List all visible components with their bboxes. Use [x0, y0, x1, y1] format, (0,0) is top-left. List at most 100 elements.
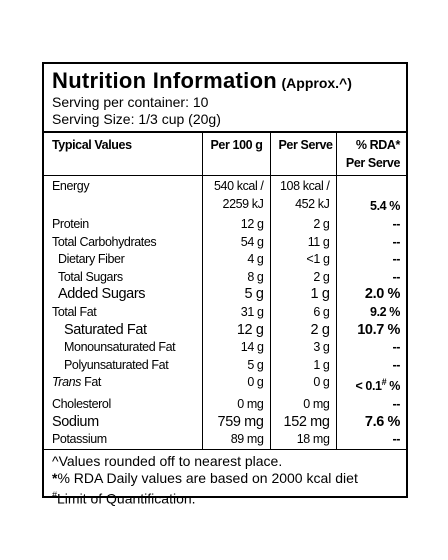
- text-part: 452 kJ: [295, 196, 330, 211]
- nutrient-value: 18 mg: [269, 431, 336, 449]
- serving-size: Serving Size: 1/3 cup (20g): [52, 111, 221, 127]
- nutrient-name: Dietary Fiber: [58, 252, 125, 267]
- header-line: Per Serve: [345, 155, 400, 170]
- nutrient-value: 6 g: [269, 303, 336, 322]
- nutrient-value: 11 g: [269, 233, 336, 252]
- nutrition-table: Typical Values Per 100 g Per Serve % RDA…: [44, 131, 406, 449]
- column-header: Per 100 g: [201, 132, 270, 176]
- nutrient-value: 152 mg: [269, 413, 336, 432]
- column-header: Per Serve: [269, 132, 336, 176]
- table-row: Cholesterol 0 mg 0 mg --: [44, 396, 406, 414]
- column-header: % RDA* Per Serve: [335, 132, 406, 176]
- nutrient-value: 14 g: [201, 339, 270, 357]
- nutrient-value: 5 g: [201, 356, 270, 375]
- nutrient-name: Total Fat: [52, 304, 97, 319]
- servings: Serving per container: 10: [52, 94, 209, 110]
- footnote: ^Values rounded off to nearest place.: [52, 453, 406, 470]
- footnote-text: Limit of Quantification.: [57, 490, 196, 507]
- approx: (Approx.^): [281, 75, 352, 91]
- nutrient-value: 9.2 %: [335, 303, 406, 322]
- nutrient-name: Potassium: [52, 432, 107, 447]
- footnote: *% RDA Daily values are based on 2000 kc…: [52, 470, 406, 487]
- nutrient-value: 5.4 %: [335, 175, 406, 216]
- column-header: Typical Values: [44, 132, 202, 176]
- nutrient-value: 108 kcal / 452 kJ: [269, 175, 336, 216]
- header-row: Typical Values Per 100 g Per Serve % RDA…: [44, 132, 406, 176]
- table-row: Total Carbohydrates 54 g 11 g --: [44, 233, 406, 252]
- text-part: #: [381, 377, 387, 388]
- nutrient-value: 7.6 %: [335, 413, 406, 432]
- title: Nutrition Information: [52, 68, 278, 93]
- text-part: Trans: [52, 375, 82, 390]
- nutrient-name: Sodium: [52, 413, 99, 430]
- nutrient-name: Saturated Fat: [64, 321, 147, 338]
- footnote-mark: ^: [52, 452, 59, 469]
- nutrient-value: 12 g: [201, 321, 270, 340]
- footnote-text: % RDA Daily values are based on 2000 kca…: [57, 469, 358, 486]
- nutrition-panel: Nutrition Information (Approx.^) Serving…: [42, 62, 408, 507]
- nutrient-value: --: [335, 356, 406, 375]
- nutrient-value: 0 mg: [201, 396, 270, 414]
- nutrient-name: Monounsaturated Fat: [64, 340, 176, 355]
- nutrient-value: 0 mg: [269, 396, 336, 414]
- header-line: % RDA*: [355, 138, 401, 152]
- nutrient-value: 2.0 %: [335, 286, 406, 304]
- nutrient-value: 3 g: [269, 339, 336, 357]
- nutrient-value: 89 mg: [201, 431, 270, 449]
- nutrient-value: 10.7 %: [335, 321, 406, 340]
- nutrient-value: 12 g: [201, 216, 270, 234]
- nutrient-value: < 0.1# %: [335, 374, 406, 397]
- footnote: #Limit of Quantification.: [52, 487, 406, 508]
- nutrient-value: 31 g: [201, 303, 270, 322]
- nutrient-value: 2 g: [269, 321, 336, 340]
- nutrient-value: 0 g: [201, 374, 270, 397]
- nutrient-value: --: [335, 233, 406, 252]
- nutrient-value: --: [335, 251, 406, 269]
- nutrient-value: --: [335, 216, 406, 234]
- text-part: Fat: [81, 375, 101, 390]
- nutrient-name: Energy: [52, 179, 90, 193]
- nutrient-name: Trans Fat: [44, 374, 202, 396]
- nutrient-value: 1 g: [269, 286, 336, 304]
- nutrient-value: 5 g: [201, 286, 270, 304]
- text-part: 2259 kJ: [222, 196, 264, 211]
- nutrient-name: Total Sugars: [58, 269, 123, 284]
- text-part: 540 kcal /: [213, 179, 264, 193]
- text-part: 108 kcal /: [279, 179, 330, 193]
- nutrient-value: <1 g: [269, 251, 336, 269]
- title-line: Nutrition Information (Approx.^): [52, 68, 406, 94]
- nutrient-value: 2 g: [269, 268, 336, 287]
- nutrient-value: --: [335, 396, 406, 414]
- footnotes: ^Values rounded off to nearest place. *% …: [44, 448, 406, 508]
- nutrient-value: --: [335, 431, 406, 449]
- table-row: Energy 540 kcal / 2259 kJ 108 kcal / 452 kJ 5…: [44, 175, 406, 216]
- table-row: Dietary Fiber 4 g <1 g --: [44, 251, 406, 269]
- footnote-mark: *: [52, 469, 58, 486]
- nutrient-value: 0 g: [269, 374, 336, 397]
- nutrient-name: Cholesterol: [52, 397, 111, 412]
- header: Nutrition Information (Approx.^) Serving…: [44, 64, 406, 131]
- nutrient-name: Protein: [52, 217, 89, 231]
- text-part: %: [386, 379, 400, 394]
- text-part: < 0.1: [355, 379, 382, 394]
- nutrient-name: Polyunsaturated Fat: [64, 357, 169, 372]
- nutrient-value: 540 kcal / 2259 kJ: [201, 175, 270, 216]
- nutrient-value: 54 g: [201, 233, 270, 252]
- nutrient-value: --: [335, 268, 406, 287]
- nutrient-name: Added Sugars: [58, 286, 146, 303]
- nutrient-value: 4 g: [201, 251, 270, 269]
- nutrient-value: 1 g: [269, 356, 336, 375]
- footnote-text: Values rounded off to nearest place.: [58, 452, 283, 469]
- table-row: Potassium 89 mg 18 mg --: [44, 431, 406, 449]
- nutrient-value: 8 g: [201, 268, 270, 287]
- nutrient-name: Total Carbohydrates: [52, 234, 157, 249]
